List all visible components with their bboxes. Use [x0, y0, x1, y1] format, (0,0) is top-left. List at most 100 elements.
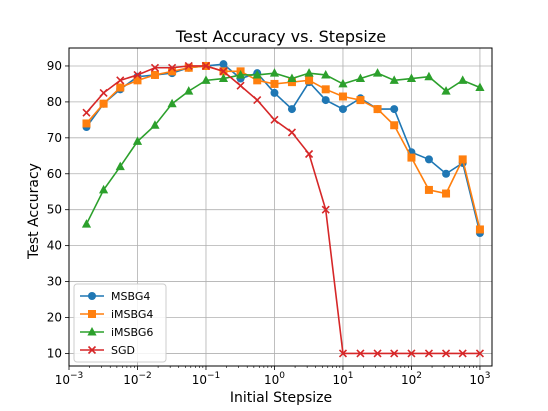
data-point-stroke	[287, 128, 297, 137]
data-point	[82, 108, 91, 117]
data-point	[98, 184, 109, 194]
series-line	[85, 65, 481, 230]
series-line	[85, 65, 480, 355]
y-tick-label: 30	[47, 275, 62, 289]
data-point	[88, 292, 96, 300]
data-point	[442, 169, 451, 178]
data-point	[150, 120, 160, 129]
data-point	[132, 136, 143, 145]
data-point	[475, 349, 485, 358]
data-point	[168, 67, 177, 76]
data-point	[458, 349, 467, 358]
data-point	[219, 67, 228, 76]
data-point	[458, 75, 468, 84]
data-point	[184, 61, 193, 71]
data-point	[150, 70, 159, 79]
legend-label: iMSBG4	[111, 308, 153, 321]
data-point-stroke	[338, 349, 348, 358]
data-point-stroke	[133, 70, 142, 80]
chart-title: Test Accuracy vs. Stepsize	[175, 27, 386, 46]
legend-label: SGD	[111, 344, 135, 357]
data-point	[338, 78, 348, 88]
data-point	[338, 92, 347, 101]
data-point	[99, 99, 108, 108]
data-point	[424, 71, 434, 81]
data-point	[304, 68, 314, 77]
legend-item: iMSBG4	[80, 308, 153, 321]
data-point-stroke	[305, 149, 314, 159]
data-point	[253, 76, 262, 85]
x-axis-label: Initial Stepsize	[230, 390, 332, 406]
data-point	[338, 349, 348, 358]
data-point	[235, 69, 246, 79]
y-tick-label: 50	[47, 203, 62, 217]
data-point-stroke	[219, 67, 228, 76]
data-point	[458, 155, 467, 164]
x-tick-label: 103	[469, 371, 490, 387]
data-point	[321, 205, 330, 214]
data-point	[305, 76, 314, 85]
series-line	[85, 63, 481, 234]
data-point	[356, 96, 365, 105]
data-point-stroke	[441, 349, 451, 358]
plot-frame	[68, 47, 493, 367]
data-point	[287, 73, 297, 83]
y-tick-label: 70	[47, 131, 62, 145]
data-point	[390, 349, 399, 358]
data-point-stroke	[236, 81, 245, 90]
data-point-stroke	[201, 61, 211, 71]
y-tick-label: 80	[47, 95, 62, 109]
data-point-stroke	[184, 61, 193, 71]
y-tick-label: 60	[47, 167, 62, 181]
data-point	[356, 349, 365, 358]
data-point	[442, 189, 451, 198]
data-point	[338, 105, 347, 114]
data-point	[236, 81, 245, 90]
data-point	[321, 69, 331, 79]
legend-item: iMSBG6	[80, 326, 153, 339]
data-point-stroke	[116, 76, 125, 85]
data-point	[88, 310, 96, 318]
data-point-stroke	[373, 349, 382, 358]
y-tick-label: 10	[47, 346, 62, 360]
data-point	[390, 105, 399, 114]
series-imsbg4	[82, 61, 484, 234]
data-point-stroke	[390, 349, 399, 358]
data-point	[218, 73, 229, 83]
data-point	[406, 73, 417, 83]
data-point	[475, 82, 485, 92]
data-point-stroke	[424, 349, 433, 358]
data-point	[81, 219, 92, 228]
data-point	[373, 349, 382, 358]
data-point	[441, 349, 451, 358]
data-point-stroke	[270, 115, 279, 124]
data-point	[87, 327, 97, 336]
data-point-stroke	[356, 349, 365, 358]
data-point-stroke	[150, 63, 160, 72]
data-point	[270, 79, 279, 88]
x-tick-label: 10−2	[123, 371, 152, 387]
data-point	[441, 86, 451, 95]
y-axis-label: Test Accuracy	[26, 163, 42, 260]
data-point	[373, 105, 382, 114]
y-tick-label: 90	[47, 59, 62, 73]
data-point-stroke	[168, 63, 177, 72]
data-point	[99, 88, 108, 97]
legend-label: iMSBG6	[111, 326, 153, 339]
data-point-stroke	[87, 345, 97, 355]
data-point	[116, 76, 125, 85]
data-point	[269, 68, 280, 77]
data-point	[475, 225, 484, 234]
data-point	[201, 75, 211, 84]
data-point	[424, 185, 433, 194]
data-point	[424, 155, 433, 164]
data-point	[389, 75, 399, 84]
data-point	[321, 85, 330, 94]
legend-item: MSBG4	[80, 290, 150, 303]
x-tick-label: 10−1	[192, 371, 221, 387]
data-point-stroke	[407, 349, 416, 358]
data-point	[116, 83, 125, 92]
data-point	[407, 153, 416, 162]
data-point	[184, 63, 193, 72]
